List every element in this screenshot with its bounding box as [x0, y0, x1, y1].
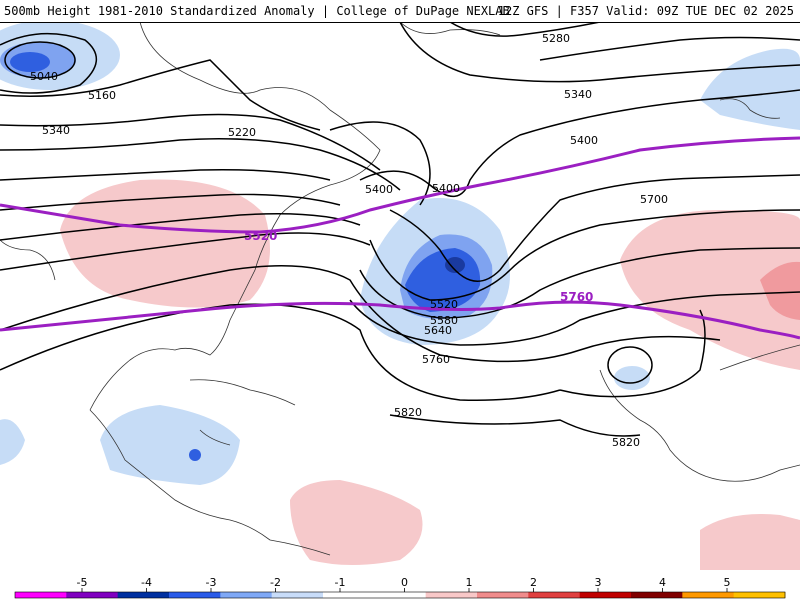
- legend-swatch: [579, 592, 632, 598]
- highlight-contours: [0, 136, 800, 340]
- legend-ticks: -5 -4 -3 -2 -1 0 1 2 3 4 5: [77, 576, 731, 592]
- legend-swatch: [477, 592, 529, 598]
- legend-swatch: [15, 592, 67, 598]
- contour-label-5400-c: 5400: [570, 134, 598, 147]
- highlight-label-5520: 5520: [244, 229, 277, 243]
- contour-label-5280: 5280: [542, 32, 570, 45]
- legend-swatch: [631, 592, 683, 598]
- legend-swatch: [733, 592, 786, 598]
- legend-swatch: [682, 592, 735, 598]
- contour-label-5820-west: 5820: [394, 406, 422, 419]
- legend-tick-label: -1: [335, 576, 346, 589]
- contour-label-5820-east: 5820: [612, 436, 640, 449]
- contour-label-5160: 5160: [88, 89, 116, 102]
- coastlines: [0, 21, 800, 556]
- highlight-label-5760: 5760: [560, 290, 593, 304]
- contour-label-5520: 5520: [430, 298, 458, 311]
- contour-label-5400-a: 5400: [365, 183, 393, 196]
- legend-colorbar: [14, 591, 786, 599]
- legend-swatch: [528, 592, 581, 598]
- negative-anomaly-shading: [0, 20, 800, 485]
- legend-tick-label: -5: [77, 576, 88, 589]
- height-contours: [0, 21, 800, 437]
- legend-outline: [14, 591, 786, 599]
- contour-label-5220: 5220: [228, 126, 256, 139]
- legend-tick-label: 1: [466, 576, 473, 589]
- legend-tick-label: -2: [270, 576, 281, 589]
- legend-swatch: [323, 592, 375, 598]
- legend-swatch: [117, 592, 170, 598]
- map-header: 500mb Height 1981-2010 Standardized Anom…: [0, 0, 800, 23]
- contour-label-5040: 5040: [30, 70, 58, 83]
- legend-tick-label: 5: [724, 576, 731, 589]
- legend-tick-label: 2: [530, 576, 537, 589]
- legend-swatch: [169, 592, 221, 598]
- legend-tick-label: -4: [141, 576, 152, 589]
- legend-swatch: [271, 592, 324, 598]
- legend-swatch: [66, 592, 119, 598]
- contour-label-5640: 5640: [424, 324, 452, 337]
- model-run-info: 12Z GFS | F357 Valid: 09Z TUE DEC 02 202…: [497, 4, 794, 18]
- map-title: 500mb Height 1981-2010 Standardized Anom…: [4, 4, 510, 18]
- legend-tick-label: 3: [595, 576, 602, 589]
- anomaly-map: 5040 5160 5220 5280 5340 5340 5400 5400 …: [0, 20, 800, 572]
- legend-tick-label: -3: [206, 576, 217, 589]
- contour-label-5580: 5580: [430, 314, 458, 327]
- contour-label-5340-east: 5340: [564, 88, 592, 101]
- legend-swatch: [374, 592, 427, 598]
- legend-swatch: [425, 592, 478, 598]
- legend-tick-label: 0: [401, 576, 408, 589]
- contour-label-5700: 5700: [640, 193, 668, 206]
- color-legend: -5 -4 -3 -2 -1 0 1 2 3 4 5: [0, 572, 800, 600]
- legend-swatch: [220, 592, 273, 598]
- contour-label-5340-west: 5340: [42, 124, 70, 137]
- contour-label-5400-b: 5400: [432, 182, 460, 195]
- contour-label-5760: 5760: [422, 353, 450, 366]
- legend-tick-label: 4: [659, 576, 666, 589]
- contour-labels: 5040 5160 5220 5280 5340 5340 5400 5400 …: [30, 32, 668, 449]
